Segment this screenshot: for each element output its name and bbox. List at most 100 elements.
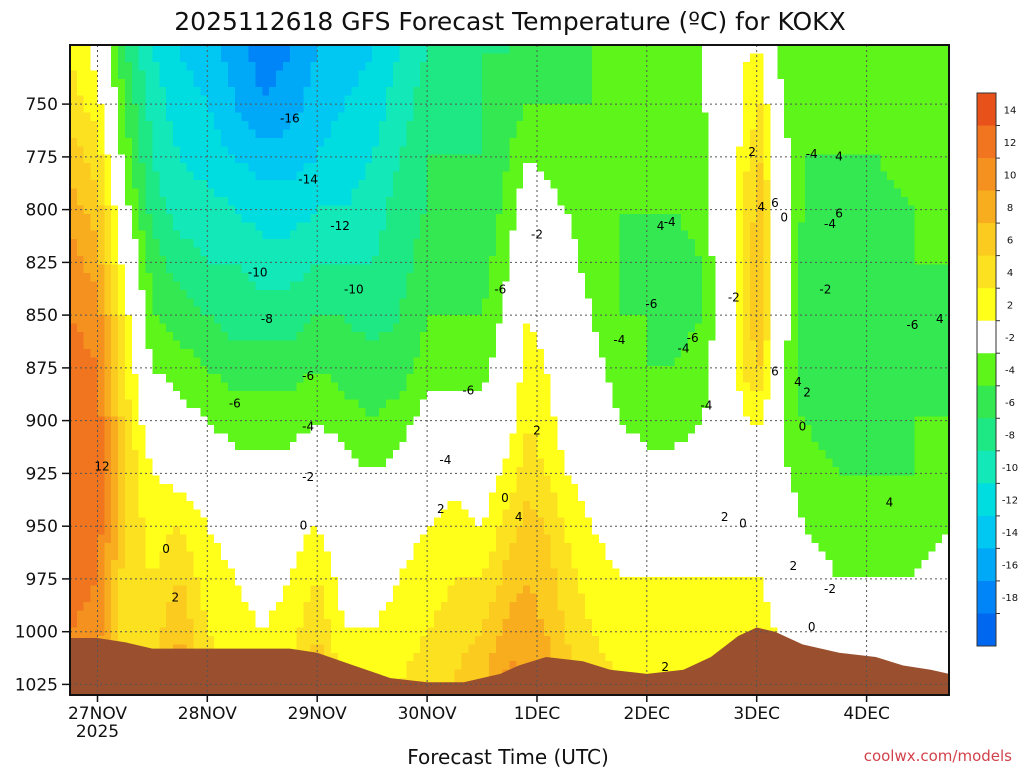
temperature-cell [330, 416, 339, 426]
temperature-cell [118, 551, 126, 561]
temperature-cell [502, 568, 511, 578]
temperature-cell [248, 188, 257, 198]
temperature-cell [248, 163, 257, 173]
temperature-cell [76, 458, 85, 468]
temperature-cell [227, 95, 236, 105]
temperature-cell [124, 391, 133, 401]
temperature-cell [255, 374, 263, 384]
temperature-cell [289, 239, 298, 249]
temperature-cell [221, 264, 229, 274]
temperature-cell [255, 222, 263, 232]
temperature-cell [296, 593, 305, 603]
temperature-cell [351, 104, 360, 114]
temperature-cell [433, 509, 442, 519]
temperature-cell [186, 509, 195, 519]
temperature-cell [276, 306, 284, 316]
temperature-cell [461, 635, 469, 645]
temperature-cell [76, 188, 85, 198]
temperature-cell [351, 323, 360, 333]
temperature-cell [207, 391, 215, 401]
temperature-cell [83, 374, 92, 384]
temperature-cell [468, 593, 476, 603]
temperature-cell [289, 610, 298, 620]
temperature-cell [337, 171, 346, 181]
temperature-cell [303, 104, 311, 114]
temperature-cell [90, 120, 99, 131]
temperature-cell [468, 154, 476, 164]
temperature-cell [317, 374, 325, 384]
temperature-cell [97, 78, 105, 88]
temperature-cell [269, 87, 277, 97]
temperature-cell [296, 374, 305, 384]
temperature-cell [166, 104, 174, 114]
temperature-cell [221, 61, 229, 71]
temperature-cell [454, 568, 463, 578]
temperature-cell [420, 509, 428, 519]
temperature-cell [461, 61, 469, 71]
temperature-cell [351, 298, 360, 308]
temperature-cell [296, 559, 305, 569]
temperature-cell [200, 450, 208, 460]
temperature-cell [282, 163, 291, 173]
temperature-cell [152, 247, 160, 257]
temperature-cell [255, 475, 263, 485]
temperature-cell [248, 374, 257, 384]
temperature-cell [468, 635, 476, 645]
temperature-cell [447, 112, 456, 122]
temperature-cell [406, 298, 414, 308]
temperature-cell [159, 87, 167, 97]
temperature-cell [152, 78, 160, 88]
temperature-cell [351, 467, 360, 477]
temperature-cell [262, 188, 270, 198]
temperature-cell [193, 391, 202, 401]
temperature-cell [179, 559, 188, 569]
temperature-cell [351, 399, 360, 409]
temperature-cell [461, 146, 469, 156]
temperature-cell [111, 281, 119, 291]
temperature-cell [145, 70, 154, 80]
temperature-cell [145, 95, 154, 105]
temperature-cell [104, 399, 112, 409]
temperature-cell [118, 163, 126, 173]
temperature-cell [70, 120, 78, 131]
temperature-cell [296, 78, 305, 88]
temperature-cell [475, 239, 483, 249]
temperature-cell [317, 45, 325, 55]
temperature-cell [166, 559, 174, 569]
temperature-cell [482, 340, 490, 350]
temperature-cell [447, 365, 456, 375]
temperature-cell [399, 407, 408, 418]
temperature-cell [186, 551, 195, 561]
temperature-cell [447, 433, 456, 443]
temperature-cell [207, 509, 215, 519]
temperature-cell [241, 87, 250, 97]
temperature-cell [97, 95, 105, 105]
temperature-cell [303, 407, 311, 418]
temperature-cell [303, 593, 311, 603]
temperature-cell [124, 534, 133, 544]
temperature-cell [262, 543, 270, 553]
temperature-cell [207, 323, 215, 333]
temperature-cell [337, 298, 346, 308]
temperature-cell [262, 635, 270, 645]
temperature-cell [207, 619, 215, 629]
temperature-cell [475, 467, 483, 477]
temperature-cell [385, 619, 394, 629]
temperature-cell [385, 441, 394, 451]
temperature-cell [193, 357, 202, 367]
temperature-cell [324, 424, 332, 434]
temperature-cell [241, 188, 250, 198]
temperature-cell [372, 247, 380, 257]
temperature-cell [70, 256, 78, 266]
temperature-cell [289, 602, 298, 612]
temperature-cell [344, 644, 353, 654]
temperature-cell [138, 551, 147, 561]
temperature-cell [193, 264, 202, 274]
temperature-cell [406, 188, 414, 198]
temperature-cell [406, 289, 414, 299]
temperature-cell [214, 500, 222, 510]
temperature-cell [179, 526, 188, 536]
temperature-cell [447, 661, 456, 671]
temperature-cell [317, 526, 325, 536]
temperature-cell [365, 120, 373, 131]
